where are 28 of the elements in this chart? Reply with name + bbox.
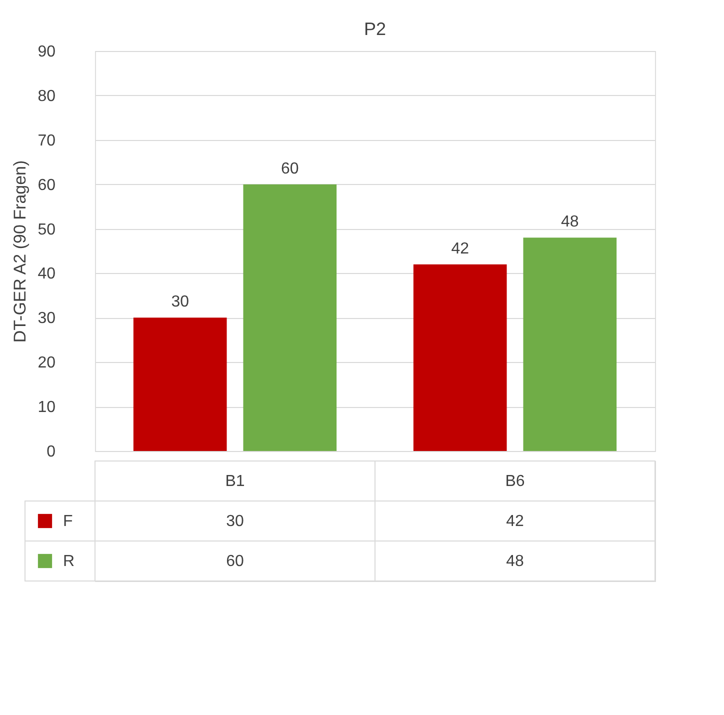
legend-label: F	[63, 513, 73, 530]
data-label: 42	[451, 240, 470, 258]
chart-title: P2	[364, 19, 386, 39]
data-label: 60	[281, 160, 299, 178]
y-tick-label: 30	[38, 310, 56, 328]
y-tick-label: 60	[38, 176, 56, 194]
text: 42	[506, 513, 524, 530]
data-label: 30	[171, 294, 190, 311]
bar	[523, 238, 617, 451]
y-tick-label: 70	[38, 132, 56, 150]
y-tick-label: 50	[38, 221, 56, 238]
y-tick-label: 40	[38, 266, 56, 283]
text: 30	[226, 513, 244, 530]
text: 48	[506, 553, 524, 570]
y-tick-label: 20	[38, 354, 56, 372]
legend-label: R	[63, 553, 75, 570]
bar	[243, 184, 337, 451]
y-tick-label: 90	[38, 44, 56, 60]
y-tick-label: 80	[38, 88, 56, 105]
data-label: 48	[561, 214, 579, 231]
x-tick-label: B1	[225, 473, 245, 490]
y-tick-label: 0	[46, 444, 56, 460]
bar	[133, 318, 227, 451]
y-axis-title: DT-GER A2 (90 Fragen)	[10, 160, 30, 343]
bar	[413, 264, 507, 451]
y-tick-label: 10	[38, 399, 56, 416]
text: 60	[226, 553, 244, 570]
x-tick-label: B6	[505, 473, 525, 490]
